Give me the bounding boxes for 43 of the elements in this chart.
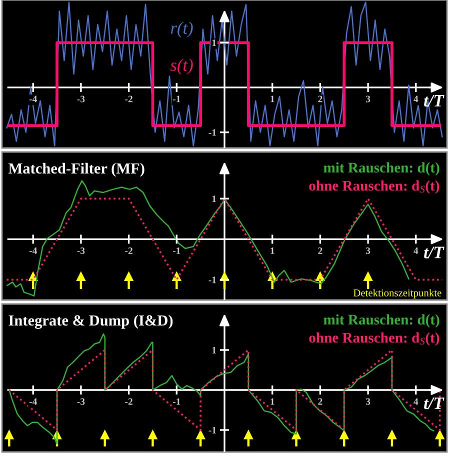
annotation: Detektionszeitpunkte [353, 289, 442, 299]
text: mit Rauschen: d(t) [324, 162, 440, 176]
x-tick-label: 3 [366, 247, 370, 254]
y-tick-label: -1 [208, 426, 216, 434]
x-tick-label: 2 [318, 96, 322, 102]
x-tick-label: 3 [366, 96, 370, 102]
text: Matched-Filter (MF) [8, 162, 144, 177]
x-tick-label: 2 [318, 398, 322, 405]
x-tick-label: -3 [77, 96, 85, 102]
x-tick-label: -2 [125, 398, 132, 405]
x-tick-label: -4 [29, 248, 37, 254]
x-axis-title: t/T [424, 398, 444, 410]
x-tick-label: 3 [366, 398, 370, 405]
x-tick-label: -1 [172, 247, 180, 254]
series-label: s(t) [170, 58, 193, 74]
x-axis-title: t/T [424, 94, 444, 107]
series-label: ohne Rauschen: d$_{S}$(t) [309, 332, 440, 346]
x-axis-title: t/T [424, 246, 444, 258]
y-tick-label: -1 [208, 129, 216, 136]
x-tick-label: 1 [270, 247, 274, 254]
y-tick-label: 1 [212, 346, 216, 354]
y-tick-label: 1 [212, 40, 216, 46]
x-tick-label: 4 [414, 96, 418, 102]
series-label: r(t) [170, 22, 193, 38]
x-tick-label: 4 [414, 248, 418, 254]
x-tick-label: 2 [318, 247, 322, 254]
x-tick-label: -2 [125, 247, 132, 254]
x-tick-label: 1 [270, 398, 274, 405]
y-tick-label: -1 [208, 276, 216, 284]
x-tick-label: -3 [77, 247, 85, 254]
x-tick-label: 1 [270, 96, 274, 102]
x-tick-label: -2 [125, 96, 132, 102]
series-label: ohne Rauschen: d$_{S}$(t) [309, 180, 440, 194]
x-tick-label: -1 [172, 398, 180, 405]
x-tick-label: -4 [29, 96, 37, 102]
x-tick-label: -4 [29, 398, 37, 405]
x-tick-label: -1 [172, 96, 180, 102]
x-tick-label: 4 [414, 398, 418, 405]
text: mit Rauschen: d(t) [324, 314, 440, 328]
text: Integrate & Dump (I&D) [8, 314, 173, 329]
y-tick-label: 1 [212, 196, 216, 202]
line-series [6, 2, 443, 146]
x-tick-label: -3 [77, 398, 85, 405]
